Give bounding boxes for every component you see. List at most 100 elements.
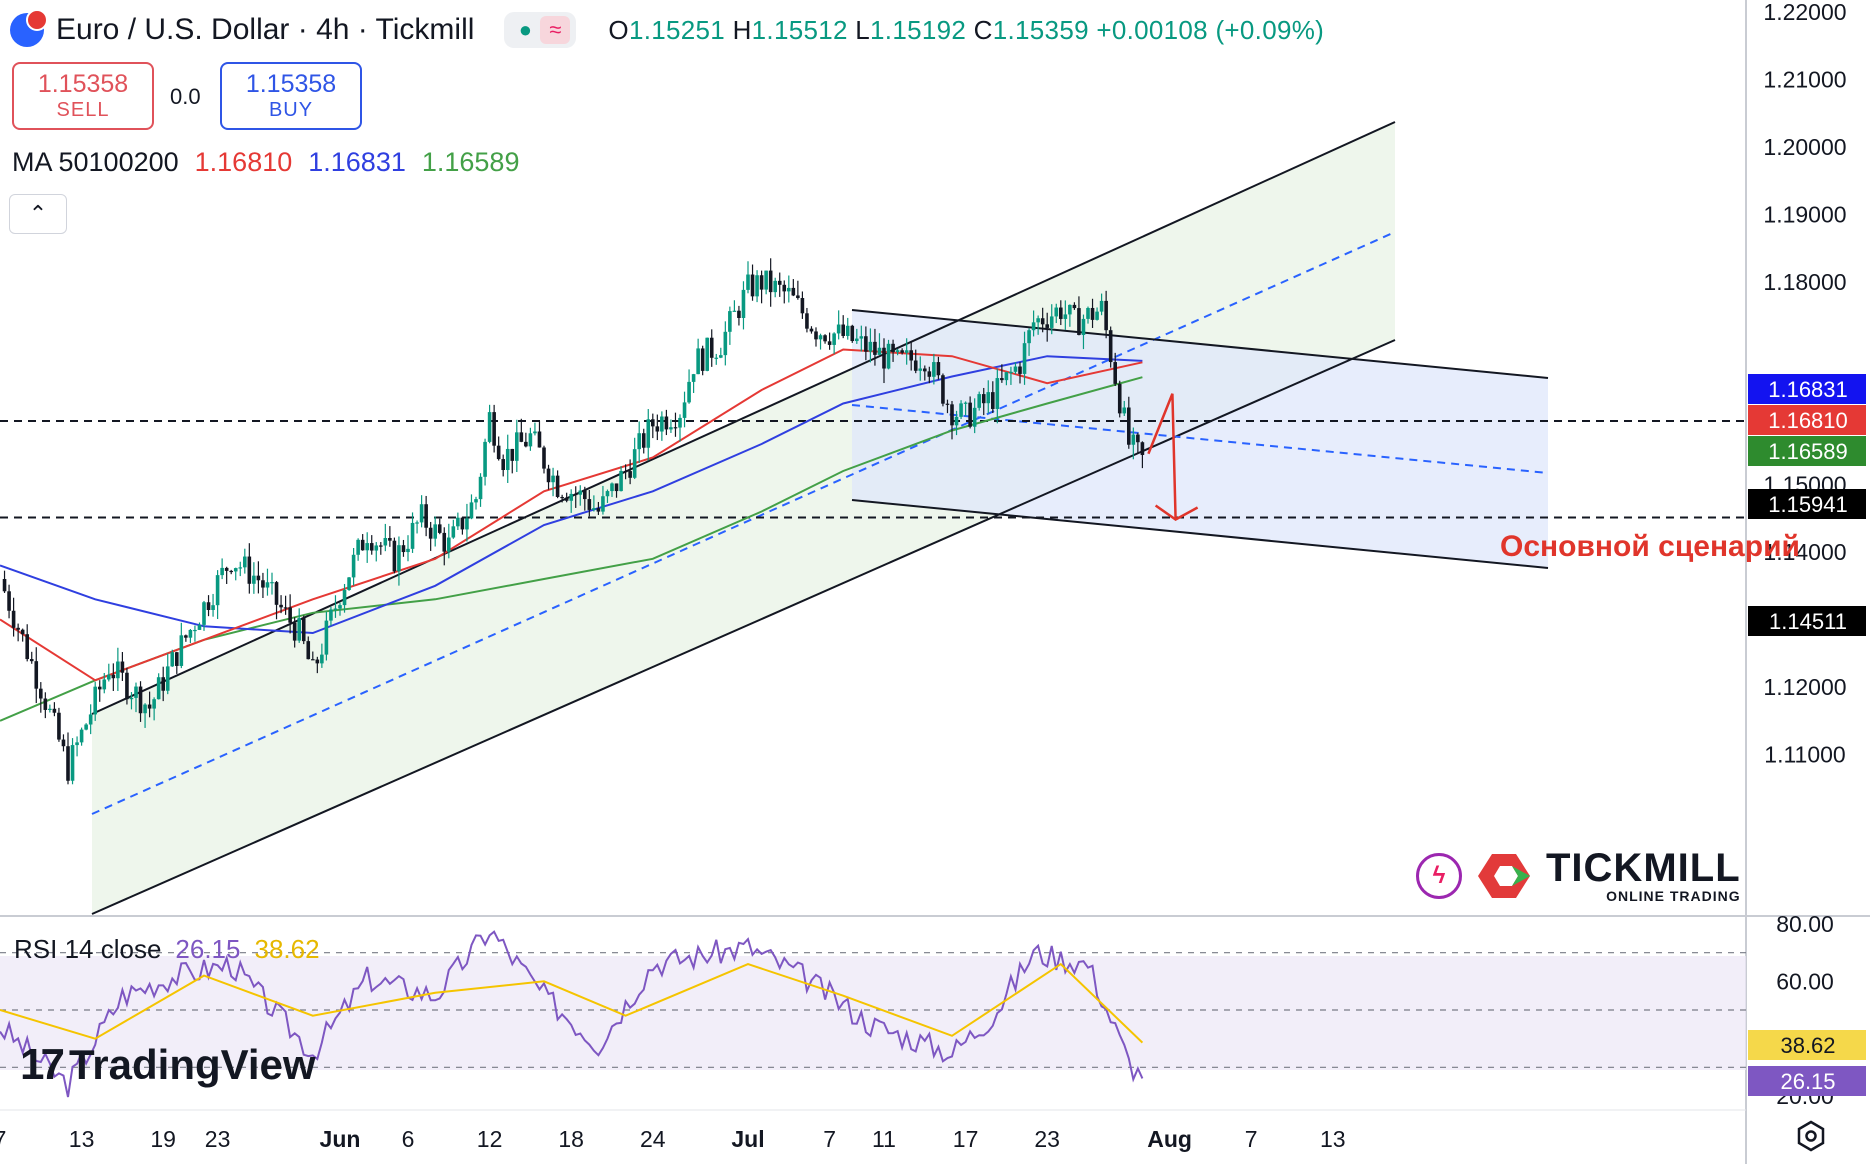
candle-body[interactable] bbox=[247, 556, 252, 584]
candle-body[interactable] bbox=[678, 417, 682, 428]
candle-body[interactable] bbox=[664, 416, 669, 430]
ma50-line[interactable] bbox=[0, 348, 1143, 682]
candle-body[interactable] bbox=[560, 496, 564, 499]
candle-body[interactable] bbox=[374, 545, 379, 551]
candle-body[interactable] bbox=[1090, 307, 1095, 320]
candle-body[interactable] bbox=[1013, 366, 1018, 372]
candle-body[interactable] bbox=[379, 545, 383, 547]
scenario-arrow[interactable] bbox=[1147, 393, 1177, 520]
candle-body[interactable] bbox=[823, 335, 827, 342]
candle-body[interactable] bbox=[29, 659, 34, 662]
candle-body[interactable] bbox=[1127, 407, 1131, 445]
candle-body[interactable] bbox=[814, 331, 818, 340]
candle-body[interactable] bbox=[1027, 330, 1031, 344]
candle-body[interactable] bbox=[1117, 383, 1122, 414]
candle-body[interactable] bbox=[1054, 307, 1059, 317]
candle-body[interactable] bbox=[415, 522, 419, 524]
candle-body[interactable] bbox=[959, 403, 963, 417]
candle-body[interactable] bbox=[1004, 372, 1009, 381]
candle-body[interactable] bbox=[728, 311, 732, 332]
candle-body[interactable] bbox=[360, 539, 365, 551]
candle-body[interactable] bbox=[147, 704, 152, 709]
candle-body[interactable] bbox=[388, 537, 392, 541]
candle-body[interactable] bbox=[542, 447, 546, 469]
candle-body[interactable] bbox=[406, 548, 410, 553]
candle-body[interactable] bbox=[569, 493, 573, 501]
candle-body[interactable] bbox=[465, 518, 469, 530]
candle-body[interactable] bbox=[963, 402, 968, 404]
candle-body[interactable] bbox=[696, 348, 700, 375]
candle-body[interactable] bbox=[646, 419, 651, 448]
candle-body[interactable] bbox=[759, 275, 764, 290]
candle-body[interactable] bbox=[43, 698, 48, 710]
candle-body[interactable] bbox=[895, 350, 900, 353]
candle-body[interactable] bbox=[392, 540, 397, 572]
rsi-line[interactable] bbox=[0, 930, 1144, 1098]
candle-body[interactable] bbox=[669, 427, 673, 430]
candle-body[interactable] bbox=[70, 745, 75, 781]
candle-body[interactable] bbox=[233, 568, 238, 572]
candle-body[interactable] bbox=[197, 624, 202, 630]
candle-body[interactable] bbox=[1099, 300, 1104, 312]
candle-body[interactable] bbox=[410, 522, 415, 549]
candle-body[interactable] bbox=[138, 686, 143, 714]
candle-body[interactable] bbox=[1077, 308, 1081, 335]
candle-body[interactable] bbox=[1031, 322, 1036, 331]
candle-body[interactable] bbox=[923, 368, 927, 372]
candle-body[interactable] bbox=[52, 708, 57, 713]
candle-body[interactable] bbox=[356, 539, 360, 555]
candle-body[interactable] bbox=[687, 381, 691, 403]
candle-body[interactable] bbox=[329, 609, 333, 621]
candle-body[interactable] bbox=[573, 493, 578, 496]
candle-body[interactable] bbox=[1049, 316, 1054, 328]
candle-body[interactable] bbox=[48, 708, 52, 710]
candle-body[interactable] bbox=[1140, 442, 1145, 455]
candle-body[interactable] bbox=[614, 483, 619, 492]
candle-body[interactable] bbox=[442, 532, 447, 552]
candle-body[interactable] bbox=[995, 378, 1000, 409]
candle-body[interactable] bbox=[705, 337, 709, 371]
candle-body[interactable] bbox=[333, 608, 338, 610]
candle-body[interactable] bbox=[719, 355, 723, 358]
candle-body[interactable] bbox=[945, 403, 950, 405]
candle-body[interactable] bbox=[909, 350, 913, 361]
candle-body[interactable] bbox=[315, 659, 320, 664]
candle-body[interactable] bbox=[34, 661, 39, 689]
candle-body[interactable] bbox=[165, 666, 170, 691]
candle-body[interactable] bbox=[660, 416, 664, 432]
ascending-channel-lower[interactable] bbox=[91, 339, 1396, 915]
candle-body[interactable] bbox=[283, 607, 288, 609]
candle-body[interactable] bbox=[170, 652, 175, 667]
candle-body[interactable] bbox=[528, 433, 533, 447]
candle-body[interactable] bbox=[927, 371, 932, 377]
candle-body[interactable] bbox=[836, 324, 841, 334]
candle-body[interactable] bbox=[623, 470, 628, 473]
candle-body[interactable] bbox=[1136, 434, 1140, 443]
candle-body[interactable] bbox=[16, 627, 20, 630]
candle-body[interactable] bbox=[1072, 304, 1077, 309]
candle-body[interactable] bbox=[515, 432, 519, 461]
sell-button[interactable]: 1.15358 SELL bbox=[12, 62, 154, 130]
candle-body[interactable] bbox=[188, 629, 193, 638]
candle-body[interactable] bbox=[270, 582, 274, 584]
candle-body[interactable] bbox=[193, 629, 197, 632]
candle-body[interactable] bbox=[546, 468, 551, 483]
candle-body[interactable] bbox=[700, 348, 705, 371]
candle-body[interactable] bbox=[936, 362, 941, 376]
candle-body[interactable] bbox=[134, 686, 138, 698]
candle-body[interactable] bbox=[66, 746, 70, 781]
buy-button[interactable]: 1.15358 BUY bbox=[220, 62, 362, 130]
candle-body[interactable] bbox=[1009, 371, 1013, 374]
candle-body[interactable] bbox=[256, 575, 261, 581]
candle-body[interactable] bbox=[882, 347, 886, 369]
candle-body[interactable] bbox=[977, 394, 981, 408]
candle-body[interactable] bbox=[773, 280, 777, 293]
candle-body[interactable] bbox=[143, 704, 147, 714]
candle-body[interactable] bbox=[991, 392, 995, 409]
candle-body[interactable] bbox=[433, 524, 437, 539]
candle-body[interactable] bbox=[800, 298, 805, 314]
candle-body[interactable] bbox=[2, 579, 7, 592]
candle-body[interactable] bbox=[25, 634, 29, 660]
candle-body[interactable] bbox=[651, 419, 655, 427]
candle-body[interactable] bbox=[261, 580, 265, 588]
